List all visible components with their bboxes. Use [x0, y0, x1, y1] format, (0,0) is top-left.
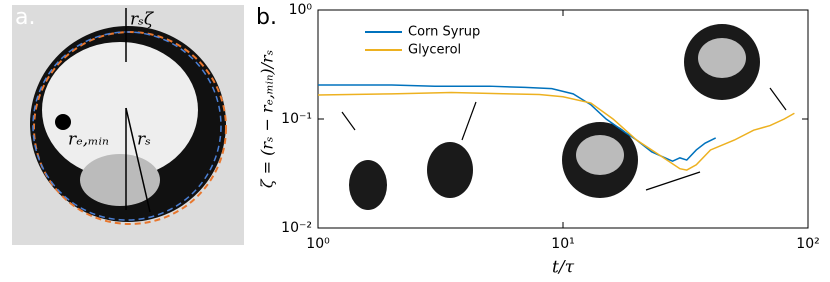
y-tick-label: 10⁰ — [289, 2, 313, 18]
series-line — [317, 91, 795, 171]
drop-highlight — [576, 135, 624, 175]
y-tick-label: 10⁻¹ — [281, 111, 312, 127]
arrow — [461, 101, 477, 141]
y-tick-label: 10⁻² — [281, 220, 312, 236]
arrow — [341, 111, 356, 131]
x-axis-label: t/τ — [552, 258, 575, 278]
x-tick-label: 10¹ — [551, 236, 574, 252]
droplet-highlight — [80, 154, 160, 206]
pointer-arrows — [341, 87, 787, 191]
x-tick-label: 10⁰ — [306, 236, 330, 252]
y-axis-label: ζ = (rₛ − rₑ,ₘᵢₙ)/rₛ — [258, 50, 277, 188]
drop-highlights — [576, 38, 746, 175]
drop-highlight — [698, 38, 746, 78]
annotation: rₛζ — [130, 10, 155, 30]
inner-circle — [32, 31, 222, 221]
series-line — [318, 84, 717, 163]
panel-label: b. — [256, 5, 277, 30]
annotation: rₑ,ₘᵢₙ — [68, 130, 109, 150]
arrow — [645, 171, 701, 191]
annotation: rₛ — [137, 130, 151, 150]
bubble — [55, 114, 71, 130]
legend-label: Glycerol — [408, 43, 461, 58]
arrow — [769, 87, 787, 111]
legend-label: Corn Syrup — [408, 25, 480, 40]
arrow — [125, 107, 151, 213]
droplet-highlight — [42, 42, 198, 178]
drop — [427, 142, 473, 198]
panel-label: a. — [15, 5, 35, 30]
x-tick-label: 10² — [796, 236, 819, 252]
drop — [349, 160, 387, 210]
